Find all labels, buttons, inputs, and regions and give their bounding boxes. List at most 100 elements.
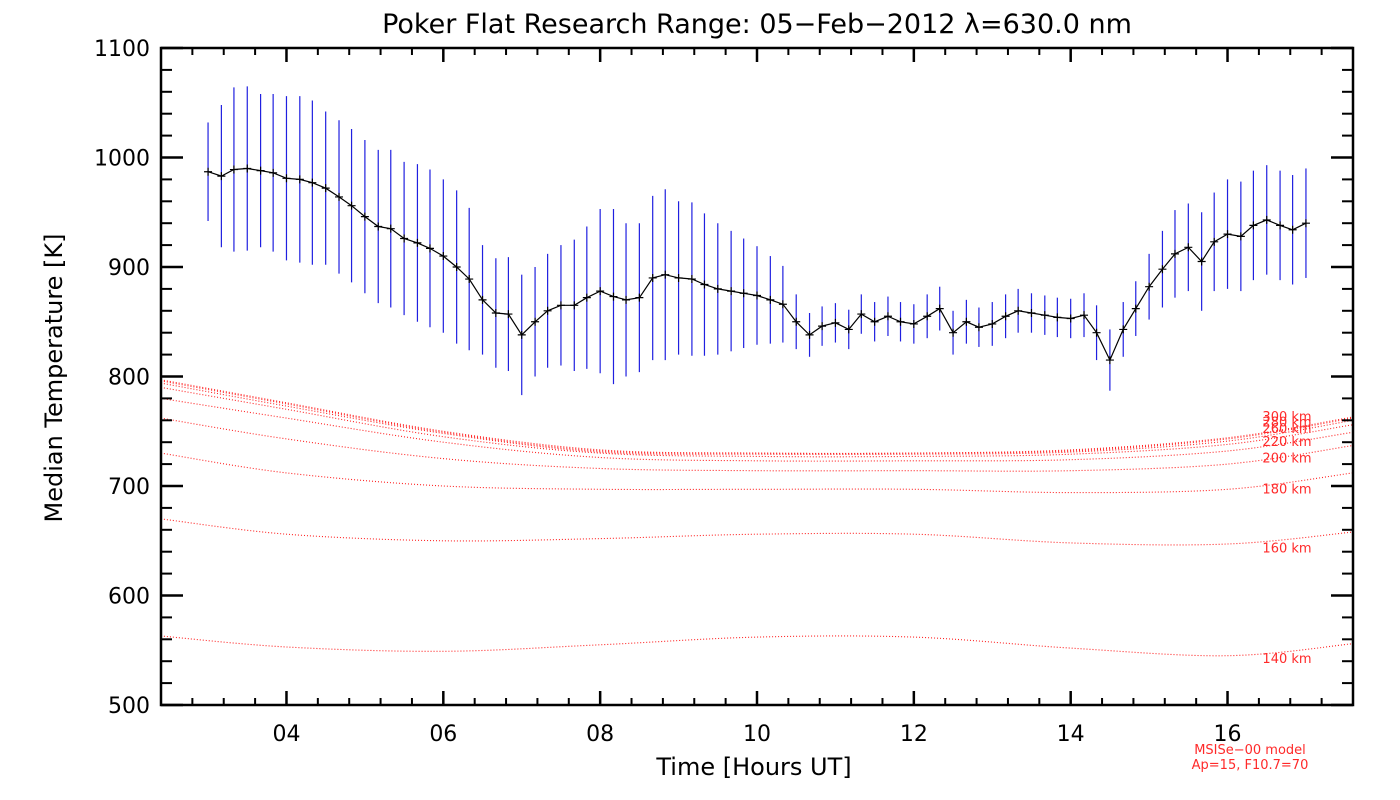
model-label-220-km: 220 km bbox=[1262, 435, 1311, 450]
median-point bbox=[923, 312, 932, 321]
median-point bbox=[1170, 249, 1179, 258]
median-point bbox=[452, 263, 461, 271]
median-point bbox=[739, 289, 748, 298]
model-curve-260-km bbox=[160, 382, 1354, 456]
median-point bbox=[1262, 215, 1271, 224]
median-point bbox=[269, 168, 278, 177]
median-point bbox=[1040, 311, 1049, 320]
median-point bbox=[949, 328, 958, 337]
model-curve-300-km bbox=[160, 379, 1354, 455]
model-label-140-km: 140 km bbox=[1262, 652, 1311, 667]
median-point bbox=[374, 222, 383, 231]
median-point bbox=[661, 270, 670, 279]
median-point bbox=[1197, 257, 1206, 266]
model-curve-140-km bbox=[160, 635, 1354, 657]
median-point bbox=[295, 175, 304, 184]
median-point bbox=[413, 238, 422, 247]
median-point bbox=[674, 273, 683, 282]
median-point bbox=[713, 284, 722, 293]
plot-frame bbox=[159, 46, 1355, 707]
median-series bbox=[204, 164, 1310, 365]
median-point bbox=[883, 312, 892, 321]
median-point bbox=[465, 275, 474, 284]
median-point bbox=[1080, 311, 1089, 320]
model-label-260-km: 260 km bbox=[1262, 422, 1311, 437]
model-label-160-km: 160 km bbox=[1262, 541, 1311, 556]
median-point bbox=[648, 273, 657, 282]
median-point bbox=[778, 300, 787, 309]
median-point bbox=[439, 252, 448, 261]
x-axis-label: Time [Hours UT] bbox=[655, 753, 851, 781]
median-point bbox=[1053, 313, 1062, 322]
median-point bbox=[896, 317, 905, 326]
y-axis-label: Median Temperature [K] bbox=[40, 233, 68, 522]
median-point bbox=[1249, 221, 1258, 230]
median-point bbox=[229, 165, 238, 174]
x-tick-label: 04 bbox=[272, 722, 300, 747]
model-note-line-2: Ap=15, F10.7=70 bbox=[1192, 758, 1309, 773]
median-point bbox=[386, 224, 395, 233]
y-tick-label: 900 bbox=[108, 256, 150, 281]
model-curve-280-km bbox=[160, 380, 1354, 454]
x-tick-label: 12 bbox=[900, 722, 928, 747]
median-point bbox=[491, 308, 500, 317]
median-point bbox=[805, 330, 814, 339]
y-tick-label: 1100 bbox=[94, 37, 150, 62]
median-point bbox=[818, 322, 827, 331]
median-point bbox=[962, 317, 971, 326]
x-tick-label: 16 bbox=[1214, 722, 1242, 747]
median-point bbox=[570, 301, 579, 310]
median-point bbox=[753, 291, 761, 300]
model-label-280-km: 280 km bbox=[1262, 415, 1311, 430]
median-point bbox=[321, 184, 330, 193]
median-point bbox=[517, 330, 526, 339]
median-point bbox=[1145, 282, 1154, 291]
median-point bbox=[1288, 225, 1297, 234]
y-tick-label: 800 bbox=[108, 366, 150, 391]
median-point bbox=[1158, 265, 1167, 274]
median-point bbox=[1210, 237, 1219, 246]
median-point bbox=[282, 174, 291, 183]
median-point bbox=[1301, 219, 1310, 228]
x-tick-label: 08 bbox=[586, 722, 614, 747]
median-point bbox=[1131, 304, 1140, 313]
median-point bbox=[308, 178, 317, 187]
median-point bbox=[256, 166, 265, 175]
median-point bbox=[1027, 308, 1036, 317]
median-point bbox=[335, 192, 344, 201]
median-point bbox=[582, 293, 591, 302]
y-tick-label: 600 bbox=[108, 585, 150, 610]
model-label-180-km: 180 km bbox=[1262, 482, 1311, 497]
x-tick-label: 06 bbox=[429, 722, 457, 747]
axes: 04 06 08 10 12 14 16 500 600 700 800 900 1000 1100 bbox=[94, 37, 1355, 747]
median-point bbox=[844, 325, 853, 334]
median-point bbox=[1119, 325, 1128, 334]
median-point bbox=[792, 317, 801, 326]
median-point bbox=[596, 287, 605, 296]
median-point bbox=[543, 306, 552, 315]
median-point bbox=[1276, 221, 1285, 230]
median-point bbox=[870, 317, 879, 326]
median-point bbox=[1066, 314, 1075, 323]
median-point bbox=[727, 287, 736, 296]
model-curve-180-km bbox=[160, 452, 1354, 494]
model-label-300-km: 300 km bbox=[1262, 410, 1311, 425]
median-point bbox=[687, 275, 696, 284]
median-point bbox=[1014, 306, 1023, 315]
model-curve-200-km bbox=[160, 417, 1354, 472]
median-point bbox=[609, 292, 618, 301]
model-curve-220-km bbox=[160, 397, 1354, 462]
median-point bbox=[1001, 312, 1010, 321]
y-tick-label: 1000 bbox=[94, 147, 150, 172]
median-point bbox=[1223, 230, 1232, 239]
median-point bbox=[243, 164, 252, 173]
median-point bbox=[531, 317, 540, 326]
median-point bbox=[217, 172, 226, 181]
model-label-200-km: 200 km bbox=[1262, 452, 1311, 467]
median-point bbox=[909, 319, 918, 328]
median-point bbox=[204, 167, 213, 176]
median-point bbox=[556, 301, 565, 310]
median-point bbox=[935, 304, 944, 313]
